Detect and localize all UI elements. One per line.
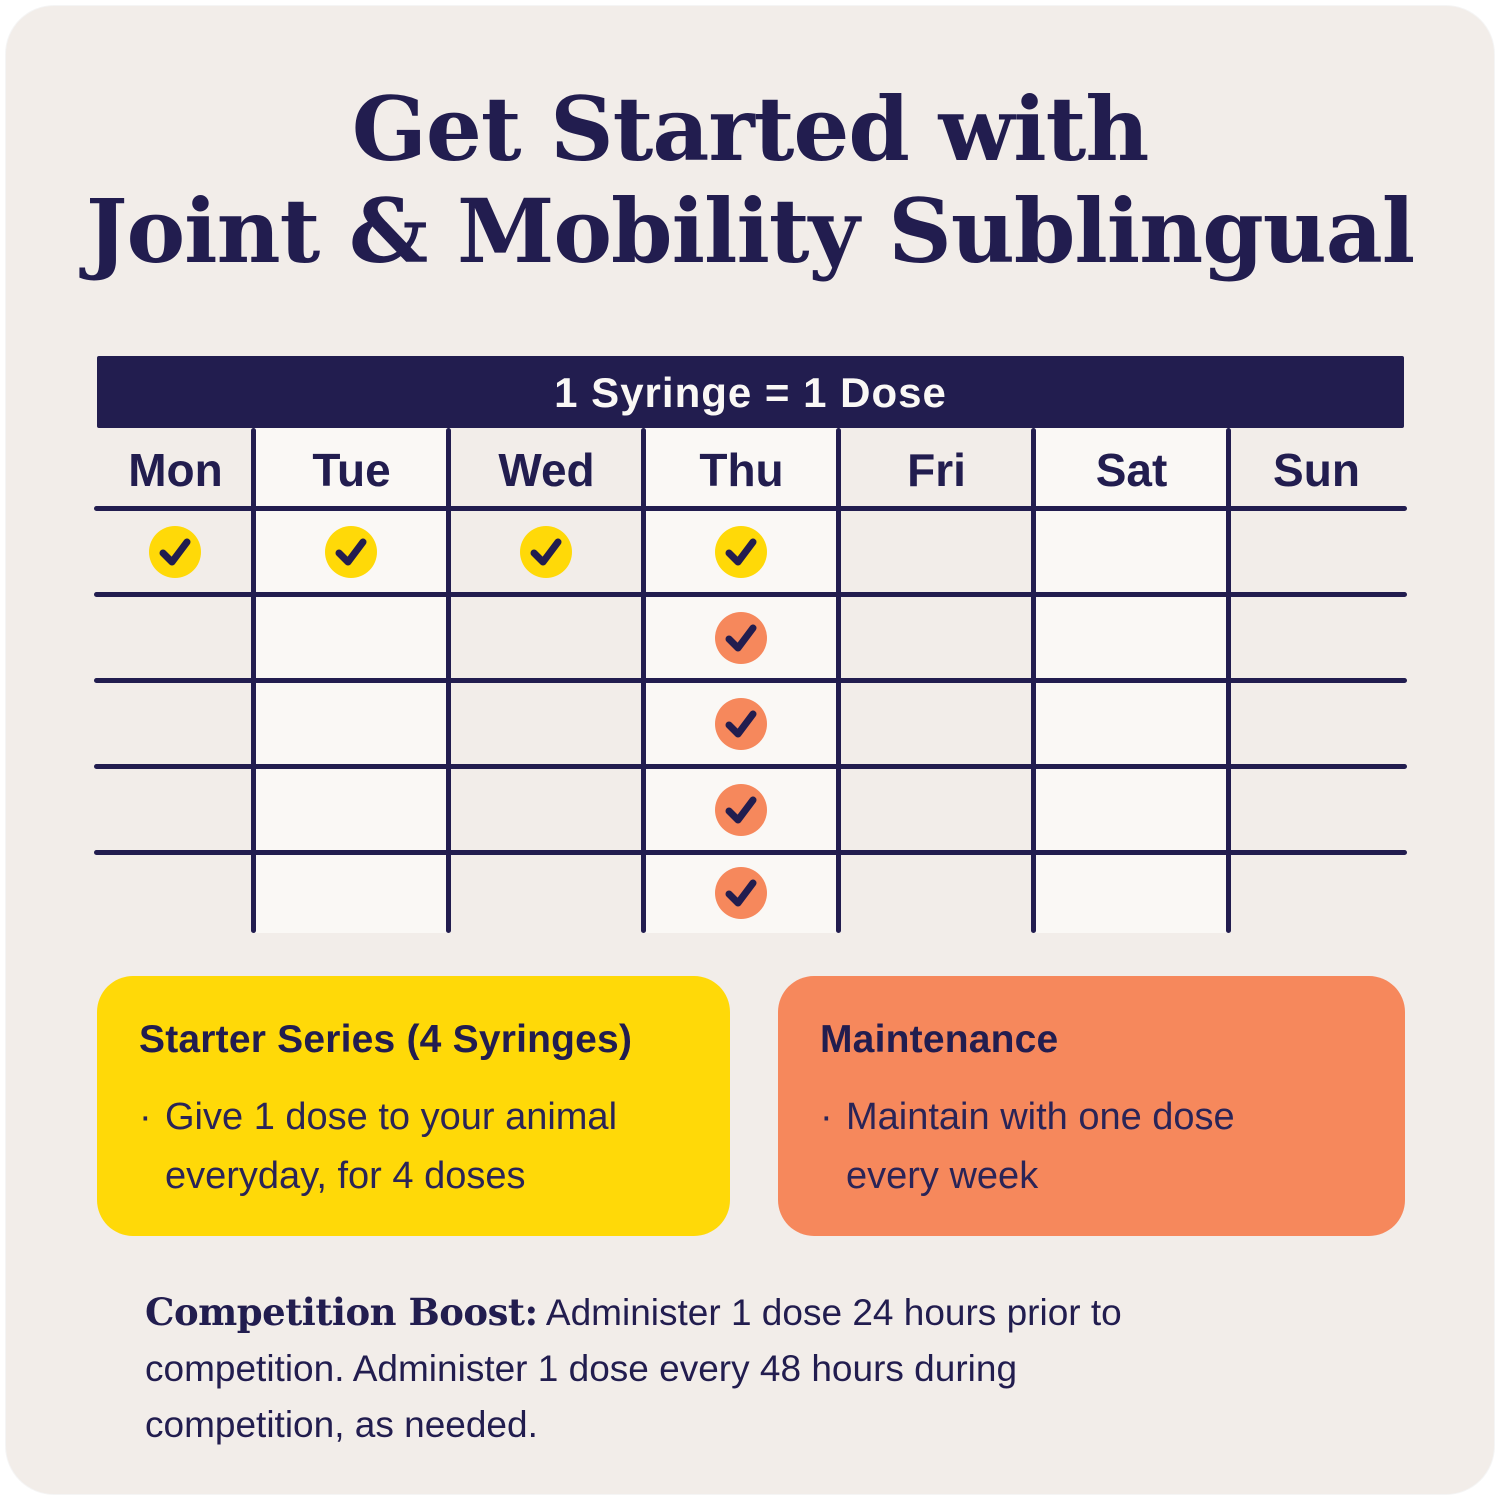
grid-vline [251, 428, 256, 933]
day-header-thu: Thu [699, 444, 784, 496]
dosing-schedule-table: Mon Tue Wed Thu Fri Sat Sun [94, 428, 1407, 933]
dose-marker-week1-mon [149, 526, 201, 578]
dose-marker-week3-thu [715, 698, 767, 750]
grid-vline [1031, 428, 1036, 933]
grid-hline [94, 592, 1407, 597]
grid-hline [94, 506, 1407, 511]
day-header-tue: Tue [312, 444, 391, 496]
dose-marker-week2-thu [715, 612, 767, 664]
dose-marker-week1-wed [520, 526, 572, 578]
bullet-dot: · [820, 1096, 833, 1138]
starter-series-bullet: · Give 1 dose to your animal everyday, f… [139, 1088, 692, 1206]
check-icon [335, 538, 367, 566]
check-icon [725, 879, 757, 907]
starter-series-bullet-text: Give 1 dose to your animal everyday, for… [165, 1096, 618, 1197]
grid-vline [1226, 428, 1231, 933]
day-header-sun: Sun [1273, 444, 1360, 496]
check-icon [725, 796, 757, 824]
check-icon [159, 538, 191, 566]
grid-hline [94, 764, 1407, 769]
check-icon [725, 710, 757, 738]
dose-marker-week5-thu [715, 867, 767, 919]
check-icon [725, 624, 757, 652]
table-header-bar: 1 Syringe = 1 Dose [97, 356, 1404, 428]
dose-marker-week1-thu [715, 526, 767, 578]
day-header-sat: Sat [1095, 444, 1168, 496]
day-header-wed: Wed [498, 444, 595, 496]
grid-vline [641, 428, 646, 933]
day-header-mon: Mon [128, 444, 223, 496]
competition-boost-label: Competition Boost: [145, 1290, 538, 1334]
maintenance-bullet-text: Maintain with one dose every week [846, 1096, 1235, 1197]
dose-marker-week4-thu [715, 784, 767, 836]
check-icon [725, 538, 757, 566]
bullet-dot: · [139, 1096, 152, 1138]
starter-series-box: Starter Series (4 Syringes) · Give 1 dos… [97, 976, 730, 1236]
grid-hline [94, 678, 1407, 683]
starter-series-title: Starter Series (4 Syringes) [139, 1018, 633, 1061]
maintenance-box: Maintenance · Maintain with one dose eve… [778, 976, 1405, 1236]
dose-marker-week1-tue [325, 526, 377, 578]
grid-hline [94, 850, 1407, 855]
maintenance-title: Maintenance [820, 1018, 1059, 1061]
maintenance-bullet: · Maintain with one dose every week [820, 1088, 1367, 1206]
competition-boost-text: Administer 1 dose 24 hours prior to comp… [145, 1292, 1122, 1446]
competition-boost-note: Competition Boost: Administer 1 dose 24 … [145, 1284, 1335, 1454]
day-header-fri: Fri [907, 444, 966, 496]
page-title: Get Started with Joint & Mobility Sublin… [85, 77, 1415, 284]
check-icon [530, 538, 562, 566]
grid-vline [446, 428, 451, 933]
grid-vline [836, 428, 841, 933]
